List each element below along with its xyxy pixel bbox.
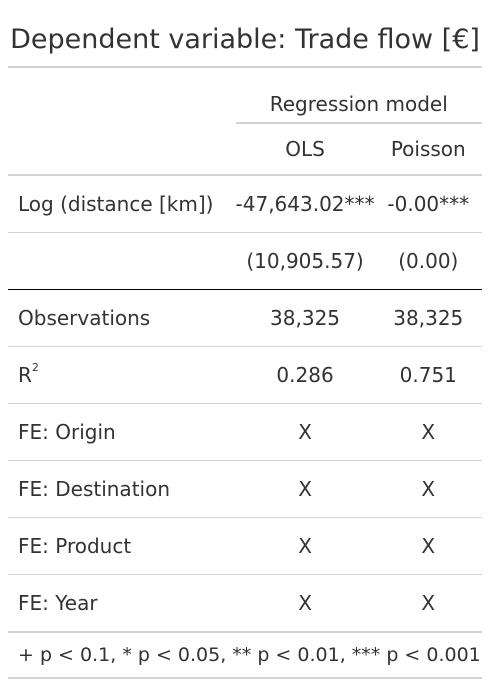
stub-header [8,123,236,176]
cell-poisson: (0.00) [374,232,482,290]
results-table: Regression model OLS Poisson Log (distan… [8,68,482,633]
row-label: FE: Product [8,517,236,575]
cell-ols: -47,643.02*** [235,175,375,233]
table-row: R2 0.286 0.751 [8,346,482,404]
table-row: (10,905.57) (0.00) [8,232,482,290]
table-row: FE: Origin X X [8,403,482,461]
row-label-text: R [18,363,32,387]
row-label: R2 [8,346,236,404]
table-footnote: + p < 0.1, * p < 0.05, ** p < 0.01, *** … [8,633,482,679]
row-label: Observations [8,289,236,347]
cell-ols: (10,905.57) [235,232,375,290]
col-header-ols: OLS [235,123,375,176]
cell-ols: X [235,403,375,461]
row-label [8,232,236,290]
table-row: Log (distance [km]) -47,643.02*** -0.00*… [8,175,482,233]
cell-poisson: X [374,517,482,575]
table-row: FE: Product X X [8,517,482,575]
cell-poisson: -0.00*** [374,175,482,233]
row-label: FE: Destination [8,460,236,518]
row-label: Log (distance [km]) [8,175,236,233]
stub-empty [8,68,236,123]
cell-ols: 38,325 [235,289,375,347]
cell-poisson: X [374,460,482,518]
row-label-superscript: 2 [31,361,39,374]
row-label: FE: Origin [8,403,236,461]
column-header-row: OLS Poisson [8,123,482,176]
cell-poisson: X [374,574,482,633]
cell-poisson: 38,325 [374,289,482,347]
cell-ols: X [235,460,375,518]
table-row: FE: Destination X X [8,460,482,518]
table-row: Observations 38,325 38,325 [8,289,482,347]
cell-ols: 0.286 [235,346,375,404]
cell-ols: X [235,517,375,575]
cell-poisson: X [374,403,482,461]
spanner-row: Regression model [8,68,482,124]
spanner-label: Regression model [235,68,482,124]
col-header-poisson: Poisson [374,123,482,176]
row-label: FE: Year [8,574,236,633]
cell-poisson: 0.751 [374,346,482,404]
regression-table: Dependent variable: Trade flow [€] Regre… [8,14,482,679]
table-title: Dependent variable: Trade flow [€] [8,14,482,68]
cell-ols: X [235,574,375,633]
table-row: FE: Year X X [8,574,482,633]
